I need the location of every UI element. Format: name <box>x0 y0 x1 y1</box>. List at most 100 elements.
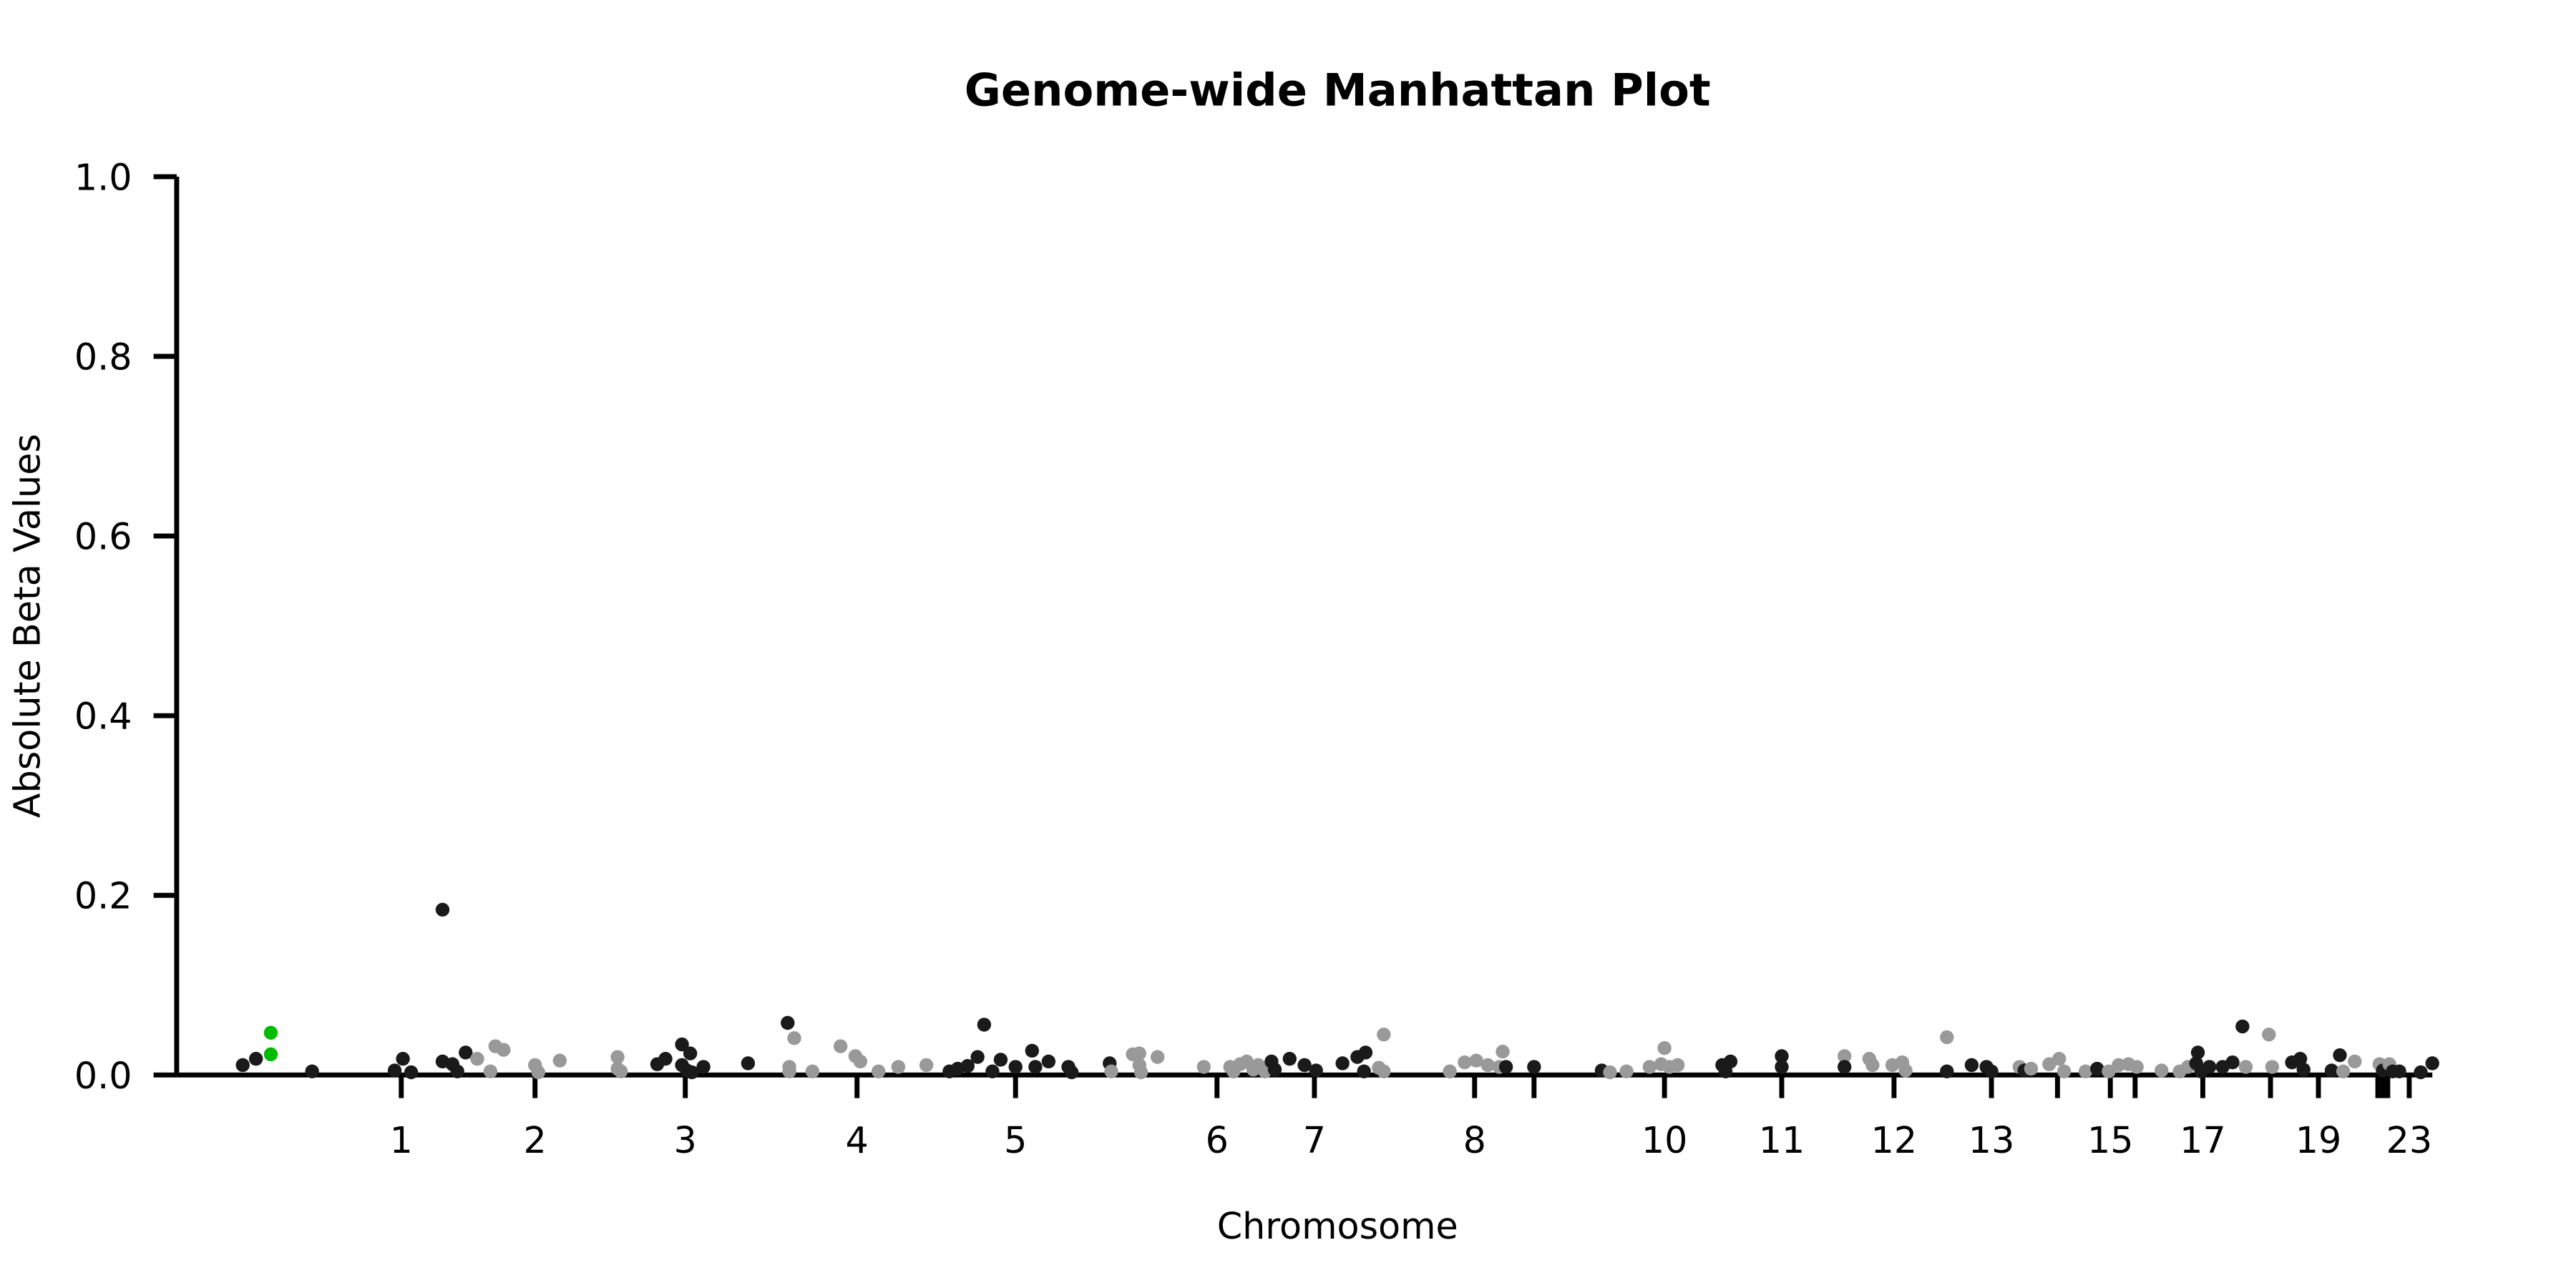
data-point <box>696 1060 711 1074</box>
data-point <box>960 1059 975 1073</box>
data-point <box>1309 1063 1323 1078</box>
x-tick-label: 19 <box>2296 1119 2342 1161</box>
data-point <box>1657 1040 1672 1055</box>
data-point <box>235 1058 250 1073</box>
data-point <box>2024 1061 2039 1076</box>
data-point <box>1377 1028 1391 1042</box>
y-tick-label: 0.2 <box>74 875 132 917</box>
data-point <box>2262 1028 2276 1042</box>
data-point <box>1196 1060 1211 1074</box>
data-point <box>1619 1064 1634 1078</box>
data-point <box>2078 1064 2093 1078</box>
data-point <box>872 1064 886 1078</box>
data-point <box>970 1050 985 1064</box>
x-axis: 1 2 3 4 5 6 7 8 10 11 12 13 15 17 19 23 <box>176 1072 2433 1161</box>
data-point <box>470 1052 484 1066</box>
data-point <box>1496 1044 1510 1059</box>
data-point <box>450 1064 464 1078</box>
data-point <box>685 1065 699 1080</box>
data-point <box>435 902 450 917</box>
y-axis: 0.0 0.2 0.4 0.6 0.8 1.0 <box>74 156 180 1097</box>
data-point <box>2414 1065 2428 1080</box>
data-point <box>1133 1065 1148 1080</box>
data-point <box>1028 1060 1043 1074</box>
data-point <box>497 1043 511 1057</box>
data-point <box>1104 1064 1118 1078</box>
data-point <box>1041 1054 1056 1069</box>
data-point <box>531 1065 545 1080</box>
x-tick-label: 13 <box>1968 1119 2015 1161</box>
data-point <box>833 1039 848 1053</box>
data-point <box>1838 1049 1852 1063</box>
data-point <box>1151 1050 1165 1064</box>
data-point <box>675 1037 689 1052</box>
data-point <box>853 1054 867 1069</box>
data-point <box>2129 1060 2144 1074</box>
x-tick-label: 3 <box>674 1119 697 1161</box>
data-point <box>1480 1058 1495 1073</box>
data-point <box>1670 1058 1685 1073</box>
y-tick-label: 0.8 <box>74 336 132 378</box>
data-point <box>2190 1045 2205 1060</box>
data-point <box>387 1063 402 1078</box>
data-point <box>1297 1058 1312 1073</box>
data-point <box>1267 1063 1282 1077</box>
data-point <box>658 1052 673 1066</box>
data-point <box>1642 1060 1657 1074</box>
data-point <box>1443 1064 1457 1078</box>
data-point <box>1282 1052 1297 1066</box>
x-tick-label: 4 <box>846 1119 869 1161</box>
data-point <box>1603 1065 1617 1080</box>
data-point <box>1940 1030 1954 1045</box>
data-point <box>1335 1056 1350 1070</box>
data-point <box>1498 1060 1513 1074</box>
data-point <box>1723 1054 1738 1069</box>
data-point <box>305 1064 319 1078</box>
data-point <box>1838 1060 1852 1074</box>
data-point <box>1984 1064 1999 1078</box>
data-point <box>781 1015 795 1030</box>
data-point <box>459 1045 473 1060</box>
data-point <box>1775 1060 1789 1074</box>
data-point <box>782 1064 796 1078</box>
data-point <box>2265 1060 2280 1074</box>
data-point <box>2225 1055 2240 1070</box>
chart-title: Genome-wide Manhattan Plot <box>965 64 1711 117</box>
data-point <box>891 1060 906 1074</box>
x-tick-label: 12 <box>1871 1119 1918 1161</box>
data-point <box>552 1053 567 1068</box>
data-point <box>1065 1065 1079 1080</box>
x-tick-label: 8 <box>1463 1119 1486 1161</box>
data-point <box>985 1064 1000 1078</box>
data-point <box>977 1018 992 1032</box>
y-tick-label: 0.4 <box>74 696 132 738</box>
x-tick-label: 23 <box>2386 1119 2433 1161</box>
data-point <box>2293 1052 2308 1066</box>
data-point <box>2057 1064 2072 1078</box>
y-axis-label: Absolute Beta Values <box>6 434 48 818</box>
x-tick-label: 1 <box>390 1119 413 1161</box>
data-point <box>610 1050 625 1064</box>
x-tick-label: 6 <box>1206 1119 1229 1161</box>
data-point <box>1898 1063 1913 1078</box>
x-tick-label: 10 <box>1641 1119 1688 1161</box>
data-point <box>2348 1054 2362 1069</box>
data-point <box>1025 1043 1039 1058</box>
data-point <box>483 1064 498 1078</box>
data-point <box>1775 1049 1789 1063</box>
data-point <box>2155 1063 2169 1078</box>
x-axis-label: Chromosome <box>1217 1205 1458 1247</box>
y-tick-label: 1.0 <box>74 156 132 198</box>
x-tick-label: 7 <box>1303 1119 1326 1161</box>
data-point <box>1865 1058 1880 1073</box>
y-tick-label: 0.0 <box>74 1055 132 1097</box>
data-point <box>1358 1045 1373 1060</box>
data-point <box>2324 1063 2339 1078</box>
data-points <box>235 902 2439 1080</box>
data-point <box>404 1065 419 1080</box>
x-tick-label: 17 <box>2180 1119 2226 1161</box>
data-point <box>1008 1060 1023 1074</box>
x-tick-label: 2 <box>524 1119 547 1161</box>
data-point <box>1377 1064 1391 1078</box>
